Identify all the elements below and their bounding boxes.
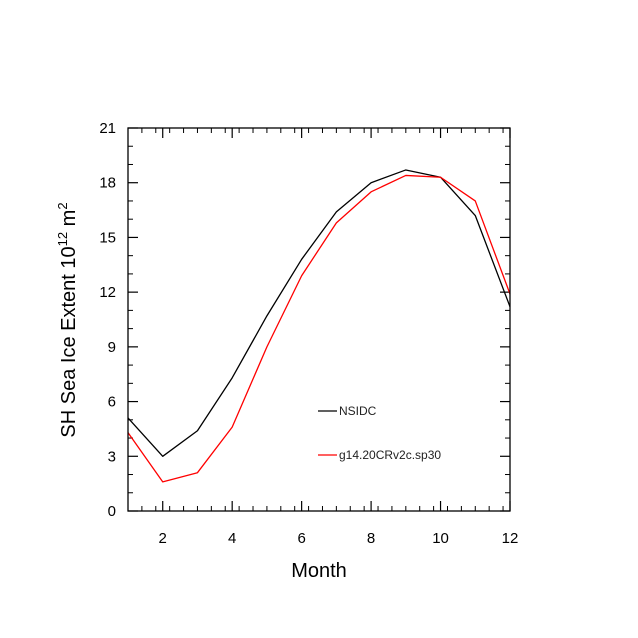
y-tick-label: 18 [99, 175, 116, 192]
y-tick-label: 9 [108, 339, 116, 356]
y-tick-label: 0 [108, 503, 116, 520]
x-tick-label: 10 [432, 530, 449, 547]
y-axis-title-exponent-2: 2 [55, 202, 70, 209]
legend: NSIDC g14.20CRv2c.sp30 [318, 404, 441, 462]
y-axis-title-unit: m [58, 210, 80, 232]
legend-label-model: g14.20CRv2c.sp30 [339, 448, 441, 462]
series-line-nsidc [127, 169, 511, 457]
y-axis-title-exponent-1: 12 [55, 232, 70, 246]
minor-ticks [127, 128, 510, 511]
y-axis-title-main: SH Sea Ice Extent 10 [58, 246, 80, 437]
x-tick-label: 12 [502, 530, 519, 547]
plot-frame [127, 127, 511, 512]
x-tick-label: 2 [159, 530, 167, 547]
y-tick-label: 3 [108, 448, 116, 465]
y-tick-label: 15 [99, 229, 116, 246]
legend-label-nsidc: NSIDC [339, 404, 377, 418]
y-tick-label: 6 [108, 394, 116, 411]
y-tick-label: 21 [99, 120, 116, 137]
x-tick-label: 8 [367, 530, 375, 547]
y-axis-title: SH Sea Ice Extent 1012 m2 [55, 202, 80, 437]
x-tick-label: 6 [297, 530, 305, 547]
series-lines [127, 169, 511, 483]
tick-labels: 2 4 6 8 10 12 0 3 6 9 12 15 18 21 [99, 120, 518, 547]
y-tick-label: 12 [99, 284, 116, 301]
x-axis-title: Month [291, 560, 347, 582]
x-tick-label: 4 [228, 530, 236, 547]
series-line-model [127, 174, 511, 483]
